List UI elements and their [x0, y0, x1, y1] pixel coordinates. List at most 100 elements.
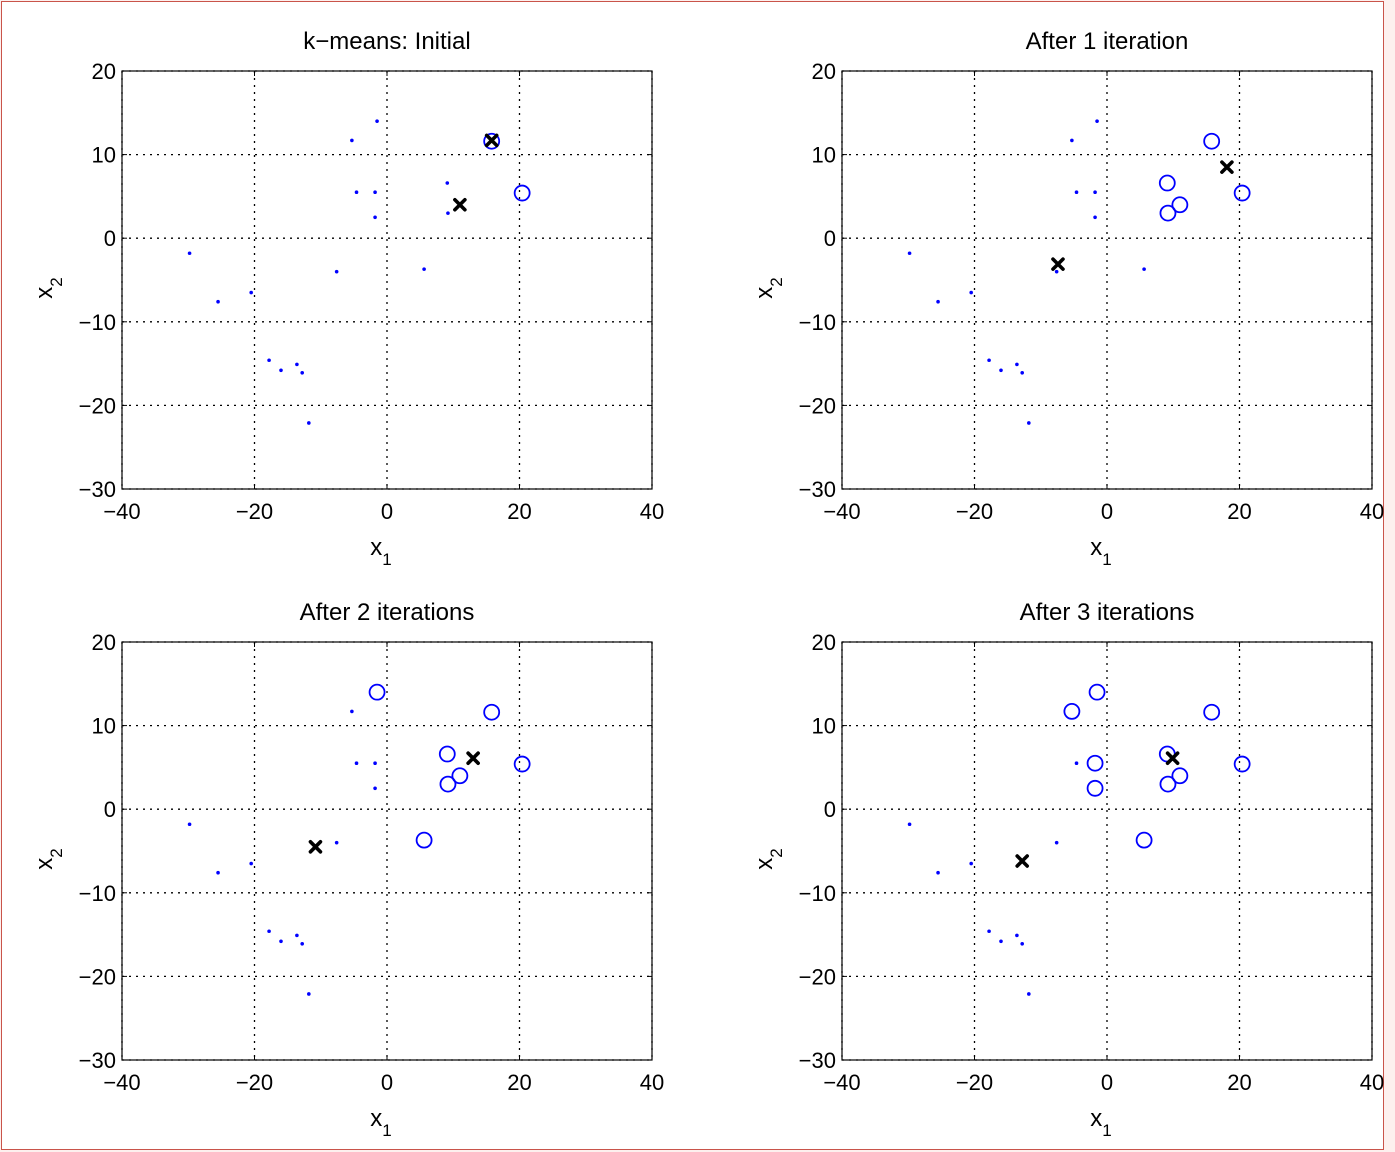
y-tick-label: −30: [799, 477, 836, 502]
data-point-dot: [446, 211, 450, 215]
data-point-dot: [936, 870, 940, 875]
assigned-point-circle: [1159, 204, 1177, 222]
data-point-dot: [350, 138, 354, 143]
data-point-dot: [1093, 190, 1097, 195]
data-point-dot: [373, 786, 377, 791]
y-axis-label: x2: [751, 848, 786, 869]
data-point-dot: [999, 939, 1003, 944]
x-axis-label-subscript: 1: [1102, 1121, 1111, 1140]
centroid-marker: [453, 197, 467, 212]
chart-panel-4: −40 −20 0 20 40 −30 −20 −10 0 10 20 After 3 iterati…: [751, 599, 1384, 1140]
assigned-point-circle: [1158, 174, 1176, 192]
assigned-point-circle: [438, 745, 456, 763]
assigned-point-circle: [1159, 775, 1177, 793]
data-point-dot: [907, 822, 912, 827]
data-point-dot: [1027, 992, 1031, 996]
centroid-marker: [308, 840, 323, 854]
data-point-dot: [987, 358, 991, 363]
y-tick-label: 20: [812, 630, 836, 655]
x-tick-label: 0: [1101, 1070, 1113, 1095]
x-axis-label: x1: [1090, 534, 1111, 569]
data-point-dot: [279, 939, 283, 944]
data-point-dot: [969, 290, 973, 295]
assigned-point-circle: [1086, 754, 1104, 772]
data-point-dot: [936, 299, 940, 304]
chart-panel-1: −40 −20 0 20 40 −30 −20 −10 0 10 20 k−means: Initia…: [31, 28, 664, 569]
plot-area: [842, 71, 1372, 489]
assigned-point-circle: [1088, 683, 1106, 701]
data-point-dot: [334, 840, 339, 845]
x-tick-label: −20: [236, 499, 273, 524]
centroid-marker: [1165, 751, 1180, 766]
data-point-dot: [216, 299, 220, 304]
y-tick-label: 20: [92, 59, 116, 84]
y-axis-label-main: x: [31, 287, 58, 299]
y-axis-label-main: x: [751, 287, 778, 299]
data-point-dot: [373, 215, 377, 220]
data-point-dot: [1142, 267, 1146, 271]
data-point-dot: [279, 368, 283, 373]
data-point-dot: [307, 421, 311, 425]
data-point-dot: [300, 941, 305, 946]
x-tick-label: 0: [1101, 499, 1113, 524]
y-tick-label: −20: [79, 964, 116, 989]
assigned-point-circle: [415, 831, 433, 849]
y-axis-label: x2: [751, 277, 786, 298]
data-point-dot: [445, 181, 450, 185]
plot-area: [842, 642, 1372, 1060]
y-tick-label: 10: [812, 714, 836, 739]
x-tick-label: 40: [640, 499, 664, 524]
assigned-point-circle: [513, 184, 531, 202]
x-axis-label-main: x: [370, 534, 382, 561]
data-point-dot: [1054, 269, 1059, 274]
y-tick-label: −10: [79, 881, 116, 906]
plot-area: [122, 642, 652, 1060]
x-axis-label-main: x: [1090, 1105, 1102, 1132]
y-axis-label: x2: [31, 277, 66, 298]
plot-area: [122, 71, 652, 489]
data-point-dot: [373, 761, 377, 766]
assigned-point-circle: [1171, 196, 1189, 214]
data-point-dot: [999, 368, 1003, 373]
y-tick-label: 20: [812, 59, 836, 84]
data-point-dot: [1020, 941, 1024, 946]
assigned-point-circle: [439, 775, 457, 793]
data-point-dot: [267, 929, 271, 934]
y-tick-label: −30: [79, 1048, 116, 1073]
x-tick-label: 40: [1360, 499, 1384, 524]
data-point-dot: [267, 358, 271, 363]
data-point-dot: [249, 290, 253, 295]
x-axis-label: x1: [1090, 1105, 1111, 1140]
x-axis-label-subscript: 1: [382, 1121, 391, 1140]
x-tick-label: −40: [823, 1070, 860, 1095]
assigned-point-circle: [1063, 702, 1081, 720]
data-point-dot: [987, 929, 991, 934]
chart-title: k−means: Initial: [303, 28, 470, 55]
x-tick-label: −20: [956, 499, 993, 524]
y-axis-label: x2: [31, 848, 66, 869]
y-axis-label-subscript: 2: [767, 277, 786, 286]
y-tick-label: 10: [812, 143, 836, 168]
y-tick-label: −10: [799, 310, 836, 335]
assigned-point-circle: [1203, 703, 1221, 721]
x-tick-label: 0: [381, 499, 393, 524]
y-tick-label: 0: [104, 797, 116, 822]
centroid-marker: [1015, 854, 1029, 868]
chart-title: After 2 iterations: [300, 599, 475, 626]
centroid-marker: [484, 133, 499, 148]
x-axis-label-main: x: [1090, 534, 1102, 561]
data-point-dot: [1015, 933, 1019, 938]
data-point-dot: [1074, 761, 1079, 766]
y-tick-label: −20: [799, 393, 836, 418]
data-point-dot: [373, 190, 377, 195]
x-axis-label-subscript: 1: [1102, 550, 1111, 569]
x-axis-label: x1: [370, 534, 391, 569]
x-tick-label: 20: [1227, 499, 1251, 524]
y-tick-label: −10: [799, 881, 836, 906]
data-point-dot: [187, 251, 192, 256]
data-point-dot: [300, 370, 305, 375]
y-axis-label-subscript: 2: [47, 848, 66, 857]
y-tick-label: 20: [92, 630, 116, 655]
